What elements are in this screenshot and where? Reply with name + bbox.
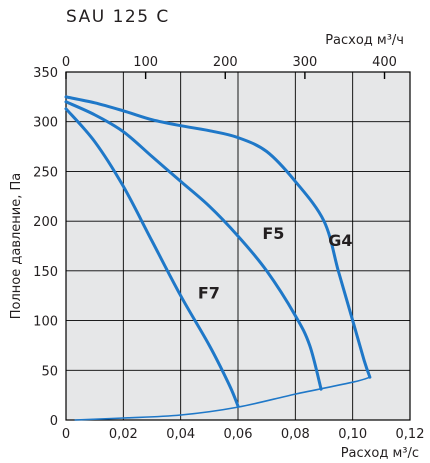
y-tick-label: 300 [33, 116, 58, 131]
y-tick-label: 150 [33, 265, 58, 280]
y-tick-label: 350 [33, 66, 58, 81]
y-tick-label: 50 [41, 364, 58, 379]
y-tick-label: 0 [50, 414, 58, 429]
system-curve [74, 376, 371, 421]
series-line-f5 [64, 100, 323, 391]
y-axis-label: Полное давление, Па [9, 173, 24, 320]
x-axis-label-bottom: Расход м³/с [341, 446, 419, 461]
plot-frame [65, 71, 411, 421]
x-top-tick-label: 200 [213, 55, 238, 70]
x-tick-label: 0,12 [396, 427, 425, 442]
x-top-tick-label: 400 [372, 55, 397, 70]
x-tick-label: 0,08 [281, 427, 310, 442]
x-top-tick-label: 300 [292, 55, 317, 70]
y-tick-label: 200 [33, 215, 58, 230]
series-label-f7: F7 [198, 284, 220, 303]
series-label-f5: F5 [262, 224, 284, 243]
x-tick-label: 0 [62, 427, 70, 442]
x-top-tick-label: 100 [133, 55, 158, 70]
x-tick-label: 0,02 [109, 427, 138, 442]
series-line-f7 [64, 107, 240, 408]
x-top-tick-label: 0 [62, 55, 70, 70]
chart-title: SAU 125 C [66, 7, 170, 27]
series-line-g4 [64, 95, 372, 379]
series-label-g4: G4 [328, 231, 352, 250]
x-tick-label: 0,06 [224, 427, 253, 442]
x-tick-label: 0,10 [338, 427, 367, 442]
x-axis-label-top: Расход м³/ч [325, 33, 404, 48]
x-tick-label: 0,04 [166, 427, 195, 442]
y-tick-label: 100 [33, 315, 58, 330]
y-tick-label: 250 [33, 165, 58, 180]
